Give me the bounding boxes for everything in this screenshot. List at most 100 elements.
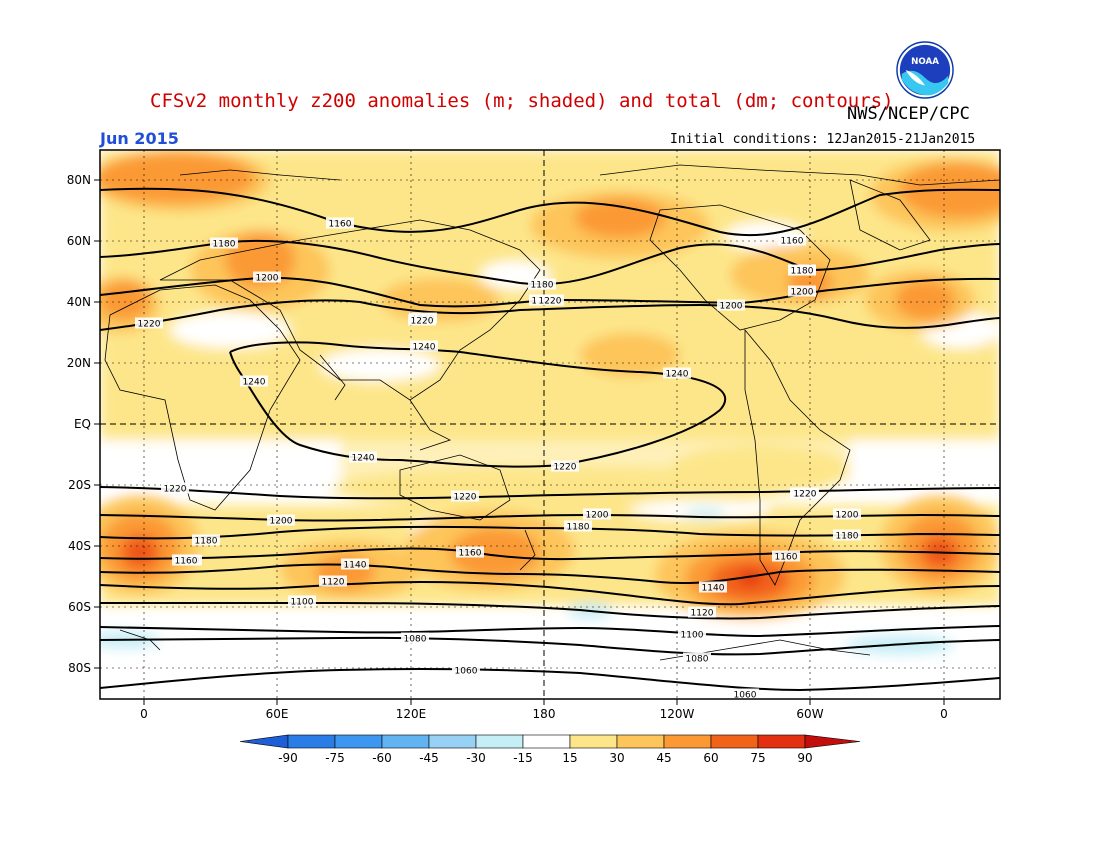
- contour-label-bg: [772, 550, 800, 562]
- contour-label-bg: [210, 237, 238, 249]
- contour-label: 1220: [554, 463, 577, 473]
- coastlines: [104, 164, 1000, 661]
- colorbar-segment: [334, 734, 383, 749]
- contour-label-bg: [456, 546, 484, 558]
- contour-label: 1200: [532, 297, 555, 307]
- contour-label: 1140: [702, 584, 725, 594]
- contour-label: 1160: [177, 557, 200, 567]
- contour-label: 1240: [243, 378, 266, 388]
- lat-label: 20S: [68, 478, 91, 492]
- noaa-logo: NOAA: [896, 41, 954, 99]
- contour-label: 1180: [213, 240, 236, 250]
- initial-conditions: Initial conditions: 12Jan2015-21Jan2015: [670, 132, 976, 147]
- contour-label: 1180: [836, 532, 859, 542]
- contour-label: 1240: [352, 454, 375, 464]
- contour-label-bg: [683, 652, 711, 664]
- lat-label: 80S: [68, 661, 91, 675]
- contour-label-bg: [452, 664, 480, 676]
- contour-label-bg: [529, 294, 557, 306]
- contour-label: 1220: [539, 297, 562, 307]
- contour-label: 1220: [454, 493, 477, 503]
- contour-label: 1120: [691, 609, 714, 619]
- lon-label: 60E: [266, 707, 289, 721]
- contour-label: 1240: [413, 343, 436, 353]
- contour-label: 1100: [681, 631, 704, 641]
- lon-label: 120E: [396, 707, 427, 721]
- colorbar-label: -45: [419, 751, 439, 765]
- contour-label: 1220: [794, 490, 817, 500]
- contour-label-bg: [717, 299, 745, 311]
- colorbar-segment: [287, 734, 336, 749]
- contour-label-bg: [551, 460, 579, 472]
- lon-label: 120W: [660, 707, 695, 721]
- contour-label: 1240: [666, 370, 689, 380]
- equator-and-dateline: [100, 150, 1000, 699]
- contour-label: 1200: [256, 274, 279, 284]
- contour-label: 1240: [412, 315, 435, 325]
- lat-label: 40N: [67, 295, 91, 309]
- colorbar-segment: [663, 734, 712, 749]
- contour-label-bg: [410, 340, 438, 352]
- colorbar-label: -15: [513, 751, 533, 765]
- contour-label-bg: [833, 508, 861, 520]
- contour-label: 1180: [195, 537, 218, 547]
- contour-label: 1200: [586, 511, 609, 521]
- colorbar-segment: [710, 734, 759, 749]
- colorbar-segment: [522, 734, 571, 749]
- credit-text: NWS/NCEP/CPC: [847, 104, 970, 124]
- lon-label: 0: [140, 707, 148, 721]
- lon-label: 0: [940, 707, 948, 721]
- contour-label-bg: [699, 581, 727, 593]
- contour-label: 1080: [404, 635, 427, 645]
- contour-label-bg: [788, 264, 816, 276]
- lat-label: 60S: [68, 600, 91, 614]
- colorbar-arrow-high: [804, 734, 861, 749]
- contour-label-bg: [401, 632, 429, 644]
- lat-label: 60N: [67, 234, 91, 248]
- lon-label: 180: [533, 707, 556, 721]
- colorbar-segment: [475, 734, 524, 749]
- contour-label-bg: [536, 294, 564, 306]
- contour-label: 1180: [791, 267, 814, 277]
- contour-label: 1200: [791, 288, 814, 298]
- contour-label-bg: [788, 285, 816, 297]
- contour-label-bg: [528, 278, 556, 290]
- map-title: CFSv2 monthly z200 anomalies (m; shaded)…: [150, 90, 894, 112]
- contour-label: 1220: [793, 490, 816, 500]
- contour-label: 1200: [720, 302, 743, 312]
- contour-label-bg: [161, 482, 189, 494]
- contour-label: 1200: [836, 511, 859, 521]
- colorbar-segment: [428, 734, 477, 749]
- contour-label: 1080: [686, 655, 709, 665]
- colorbar-label: -30: [466, 751, 486, 765]
- lat-label: 20N: [67, 356, 91, 370]
- colorbar-label: 75: [750, 751, 765, 765]
- colorbar-label: 90: [797, 751, 812, 765]
- colorbar-label: -90: [278, 751, 298, 765]
- contour-label: 1220: [164, 485, 187, 495]
- contour-label-bg: [192, 534, 220, 546]
- noaa-logo-text: NOAA: [911, 57, 939, 67]
- contour-label-bg: [267, 514, 295, 526]
- colorbar-segment: [757, 734, 806, 749]
- contour-label: 1140: [344, 561, 367, 571]
- colorbar-label: -75: [325, 751, 345, 765]
- contour-label-bg: [174, 554, 202, 566]
- contour-label: 1180: [567, 523, 590, 533]
- contour-label-bg: [678, 628, 706, 640]
- lat-label: EQ: [74, 417, 91, 431]
- contour-label-bg: [778, 234, 806, 246]
- contour-label: 1100: [291, 598, 314, 608]
- contour-label: 1200: [270, 517, 293, 527]
- longitude-labels: 0 60E 120E 180 120W 60W 0: [140, 707, 948, 721]
- contour-label: 1120: [322, 578, 345, 588]
- colorbar-segment: [381, 734, 430, 749]
- latitude-labels: 80N 60N 40N 20N EQ 20S 40S 60S 80S: [67, 173, 91, 675]
- colorbar-segment: [616, 734, 665, 749]
- colorbar-label: 15: [562, 751, 577, 765]
- contour-label-bg: [341, 558, 369, 570]
- axis-ticks: [94, 179, 945, 705]
- contour-label-bg: [583, 508, 611, 520]
- lat-label: 40S: [68, 539, 91, 553]
